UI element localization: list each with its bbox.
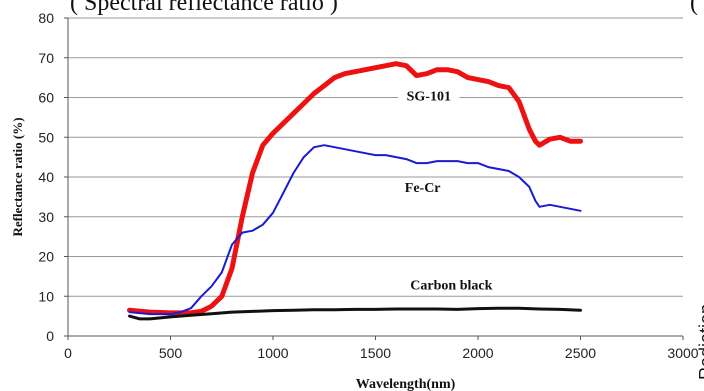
right-edge-label: Radiation ... [696,284,704,380]
annotation-bg-sg-101 [398,86,460,105]
x-axis-label: Wavelength(nm) [356,377,456,391]
series-line-carbon-black [128,306,582,321]
annotation-sg-101: SG-101 [407,89,451,104]
y-tick-labels: 0 10 20 30 40 50 60 70 80 [38,10,54,344]
y-tick-label-70: 70 [38,50,54,66]
x-tick-label-1000: 1000 [257,345,288,361]
y-tick-label-60: 60 [38,90,54,106]
series-line-sg-101 [127,61,583,316]
y-tick-label-80: 80 [38,10,54,26]
series-line-fe-cr [128,144,582,316]
y-tick-label-20: 20 [38,249,54,265]
annotation-bg-carbon-black [396,275,507,294]
y-tick-label-10: 10 [38,288,54,304]
x-tick-label-2000: 2000 [462,345,493,361]
axes [64,17,684,340]
x-tick-label-3000: 3000 [667,345,698,361]
x-tick-label-1500: 1500 [360,345,391,361]
chart-header-right-mark: ( [690,0,698,16]
series-annotations: SG-101 Fe-Cr Carbon black [396,86,507,294]
x-tick-label-0: 0 [64,345,72,361]
y-axis-label: Reflectance ratio (%) [10,117,25,236]
x-tick-labels: 0 500 1000 1500 2000 2500 3000 [64,345,699,361]
y-tick-label-30: 30 [38,209,54,225]
y-tick-label-0: 0 [46,328,54,344]
chart-header-title: ( Spectral reflectance ratio ) [70,0,338,16]
y-tick-label-40: 40 [38,169,54,185]
x-tick-label-2500: 2500 [565,345,596,361]
annotation-carbon-black: Carbon black [410,278,492,293]
gridlines [68,17,683,297]
x-tick-label-500: 500 [159,345,183,361]
annotation-bg-fe-cr [396,177,450,196]
annotation-fe-cr: Fe-Cr [405,181,441,196]
y-tick-label-50: 50 [38,129,54,145]
series-lines [127,61,583,321]
